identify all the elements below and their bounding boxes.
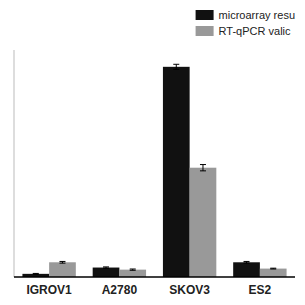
error-bar [130, 269, 136, 270]
bar [233, 262, 260, 277]
x-axis-line [14, 276, 295, 278]
chart-container: IGROV1 A2780 SKOV3 ES2 microarray resu RT-qPC… [0, 0, 305, 305]
bars [22, 64, 286, 277]
x-tick-label: A2780 [102, 283, 138, 297]
error-bar [244, 261, 250, 263]
bar [260, 269, 287, 277]
error-bar [173, 64, 179, 69]
bar [119, 270, 146, 277]
y-axis-line [14, 50, 15, 277]
bar [163, 67, 190, 277]
error-bar [200, 165, 206, 171]
bar [49, 262, 76, 277]
x-tick-label: ES2 [249, 283, 272, 297]
legend-swatch [196, 26, 214, 36]
error-bar [103, 267, 109, 268]
legend-swatch [196, 10, 214, 20]
x-tick-label: SKOV3 [169, 283, 210, 297]
x-tick-label: IGROV1 [26, 283, 72, 297]
bar [190, 168, 217, 277]
bar [93, 268, 120, 277]
error-bar [33, 273, 39, 275]
legend-label: microarray resu [219, 9, 295, 21]
error-bar [59, 261, 65, 263]
chart: IGROV1 A2780 SKOV3 ES2 microarray resu RT-qPC… [0, 0, 305, 305]
error-bar [270, 268, 276, 270]
legend-label: RT-qPCR valic [219, 25, 291, 37]
legend: microarray resu RT-qPCR valic [196, 9, 295, 37]
